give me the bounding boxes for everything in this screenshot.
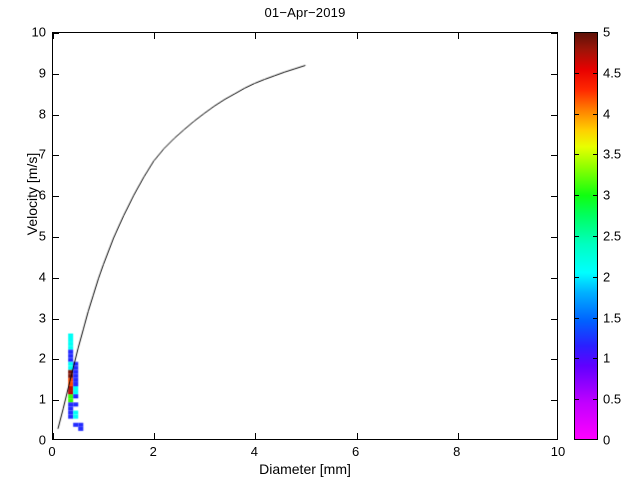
y-tick-mark — [53, 114, 59, 116]
x-tick-mark-top — [356, 33, 358, 39]
x-tick-mark — [53, 433, 54, 439]
x-tick-mark — [255, 433, 257, 439]
y-tick-mark-right — [551, 318, 557, 320]
y-tick-label: 2 — [38, 350, 46, 366]
y-tick-mark-right — [551, 114, 557, 116]
colorbar-tick-mark — [574, 317, 579, 319]
colorbar-tick-label: 1 — [603, 350, 611, 366]
y-tick-label: 4 — [38, 269, 46, 285]
colorbar-tick-mark — [574, 276, 579, 278]
scatter-plot-area[interactable] — [53, 33, 557, 439]
y-tick-mark-right — [551, 237, 557, 238]
x-tick-label: 10 — [550, 444, 566, 459]
y-tick-mark — [53, 318, 59, 320]
y-tick-mark-right — [551, 33, 557, 34]
x-tick-label: 4 — [250, 444, 259, 459]
x-tick-mark — [457, 433, 459, 439]
y-tick-mark-right — [551, 359, 557, 361]
colorbar-tick-mark-right — [593, 317, 598, 319]
x-tick-mark-top — [457, 33, 459, 39]
y-axis-label: Velocity [m/s] — [24, 152, 40, 236]
y-tick-label: 9 — [38, 65, 46, 81]
colorbar-tick-label: 2 — [603, 269, 611, 285]
y-tick-mark — [53, 359, 59, 361]
page-title: 01−Apr−2019 — [264, 5, 346, 20]
colorbar-tick-mark-right — [593, 236, 598, 237]
y-tick-mark — [53, 277, 59, 279]
colorbar-tick-mark — [574, 399, 579, 401]
colorbar-tick-mark — [574, 236, 579, 237]
colorbar-tick-mark — [574, 195, 579, 197]
y-tick-mark-right — [551, 155, 557, 157]
colorbar-tick-mark-right — [593, 276, 598, 278]
y-tick-label: 1 — [38, 391, 46, 407]
y-tick-mark — [53, 196, 59, 198]
y-tick-mark — [53, 73, 59, 75]
colorbar-tick-mark-right — [593, 113, 598, 115]
colorbar-tick-mark — [574, 358, 579, 360]
y-tick-mark — [53, 400, 59, 402]
colorbar-tick-mark-right — [593, 358, 598, 360]
y-tick-mark — [53, 33, 59, 34]
y-tick-mark-right — [551, 277, 557, 279]
x-tick-label: 0 — [48, 444, 56, 459]
colorbar-tick-label: 0 — [603, 432, 611, 448]
x-axis-label: Diameter [mm] — [259, 461, 351, 477]
y-tick-label: 0 — [38, 432, 46, 448]
y-tick-label: 10 — [31, 24, 46, 40]
y-tick-mark — [53, 237, 59, 238]
x-tick-label: 8 — [453, 444, 461, 459]
y-tick-label: 7 — [38, 146, 46, 162]
colorbar-tick-mark-right — [593, 72, 598, 74]
colorbar[interactable] — [574, 32, 598, 440]
colorbar-tick-mark-right — [593, 399, 598, 401]
y-tick-mark-right — [551, 196, 557, 198]
colorbar-tick-mark-right — [593, 195, 598, 197]
x-tick-mark — [356, 433, 358, 439]
colorbar-tick-label: 1.5 — [603, 310, 622, 326]
colorbar-tick-label: 3 — [603, 187, 611, 203]
colorbar-tick-mark-right — [593, 154, 598, 156]
x-tick-mark-top — [154, 33, 156, 39]
x-tick-label: 2 — [149, 444, 157, 459]
x-tick-mark-top — [255, 33, 257, 39]
colorbar-tick-label: 2.5 — [603, 228, 622, 244]
plot-axes[interactable] — [52, 32, 558, 440]
y-tick-mark — [53, 155, 59, 157]
x-tick-label: 6 — [351, 444, 360, 459]
y-tick-label: 8 — [38, 106, 46, 122]
colorbar-tick-mark — [574, 72, 579, 74]
colorbar-tick-mark — [574, 113, 579, 115]
y-tick-label: 5 — [38, 228, 46, 244]
colorbar-tick-label: 3.5 — [603, 146, 622, 162]
colorbar-tick-label: 4 — [603, 106, 611, 122]
y-tick-label: 6 — [38, 187, 46, 203]
colorbar-tick-label: 5 — [603, 24, 611, 40]
colorbar-tick-mark — [574, 154, 579, 156]
y-tick-mark-right — [551, 73, 557, 75]
colorbar-tick-label: 4.5 — [603, 65, 622, 81]
colorbar-tick-label: 0.5 — [603, 391, 622, 407]
x-tick-mark — [154, 433, 156, 439]
y-tick-label: 3 — [38, 310, 46, 326]
y-tick-mark-right — [551, 400, 557, 402]
x-tick-mark-top — [53, 33, 54, 39]
